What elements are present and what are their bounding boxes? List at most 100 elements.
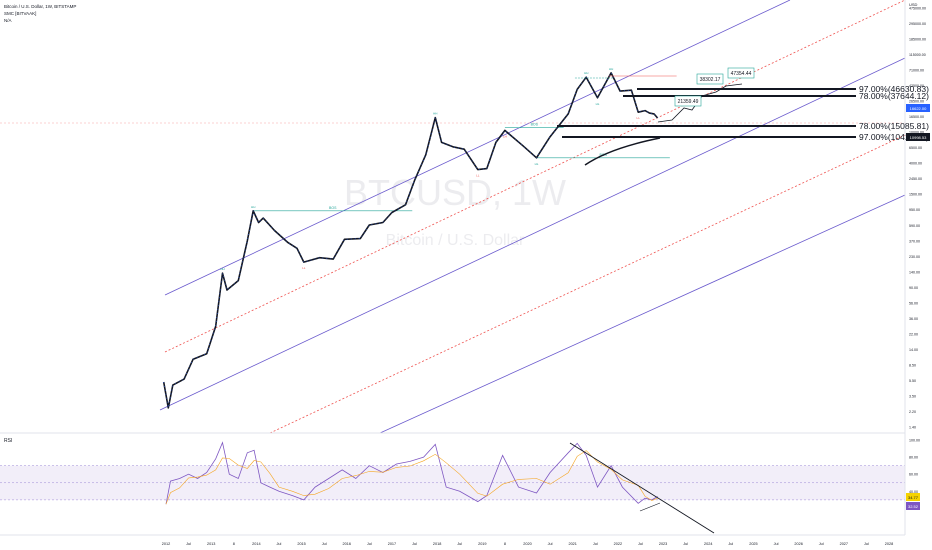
rsi-badge-label: 32.52 <box>908 504 919 509</box>
rsi-trendline <box>569 442 715 534</box>
price-axis-tick: 295000.00 <box>909 22 926 26</box>
price-axis-tick: 115000.00 <box>909 53 926 57</box>
time-axis-tick: 2018 <box>433 542 441 546</box>
indicator-label: SMC [BITVAAK] <box>4 11 37 16</box>
time-axis-tick: 2027 <box>840 542 848 546</box>
rsi-ma-series <box>165 450 658 505</box>
chart-title: Bitcoin / U.S. Dollar, 1W, BITSTAMP <box>4 4 77 9</box>
time-axis-tick: 8 <box>504 542 506 546</box>
fib-level-label: 78.00%(15085.81) <box>859 121 929 131</box>
price-axis-tick: 56.00 <box>909 301 918 305</box>
currency-label: USD <box>909 2 918 7</box>
rsi-panel[interactable] <box>0 441 905 534</box>
time-axis-tick: Jul <box>277 542 282 546</box>
price-axis-tick: 16500.00 <box>909 115 924 119</box>
price-badge-label: 16622.00 <box>910 106 927 111</box>
price-axis-tick: 590.00 <box>909 224 920 228</box>
price-target-box <box>674 95 702 107</box>
time-axis-tick: 2025 <box>749 542 757 546</box>
time-axis-tick: Jul <box>864 542 869 546</box>
price-axis-tick: 475000.00 <box>909 7 926 11</box>
watermark-name: Bitcoin / U.S. Dollar <box>386 232 525 249</box>
rsi-badge <box>906 502 920 510</box>
time-axis-tick: Jul <box>728 542 733 546</box>
structure-marker: LH <box>503 134 507 138</box>
time-axis-tick: 2019 <box>478 542 486 546</box>
time-axis-tick: 2016 <box>343 542 351 546</box>
price-target-box <box>696 73 724 85</box>
rsi-axis-tick: 80.00 <box>909 456 918 460</box>
time-axis-tick: Jul <box>186 542 191 546</box>
time-axis-tick: 2012 <box>162 542 170 546</box>
price-axis-tick: 22.00 <box>909 332 918 336</box>
channel-upper-mid <box>164 0 906 353</box>
price-axis-tick: 36.00 <box>909 317 918 321</box>
structure-marker: LL <box>476 174 480 178</box>
time-axis-tick: Jul <box>638 542 643 546</box>
price-axis-tick: 8.50 <box>909 363 916 367</box>
time-axis-tick: 2024 <box>704 542 712 546</box>
channel-lower <box>379 194 906 434</box>
bos-zone-label: BOS <box>329 206 337 210</box>
time-axis-tick: 2023 <box>659 542 667 546</box>
time-axis-tick: Jul <box>457 542 462 546</box>
time-axis-tick: 2020 <box>523 542 531 546</box>
price-axis-tick: 950.00 <box>909 208 920 212</box>
fib-level-label: 97.00%(10416.72) <box>859 132 929 142</box>
time-axis-tick: Jul <box>367 542 372 546</box>
price-axis-tick: 1500.00 <box>909 193 922 197</box>
structure-marker: HL <box>535 162 539 166</box>
rsi-axis-tick: 100.00 <box>909 439 920 443</box>
fib-level-label: 97.00%(46630.83) <box>859 84 929 94</box>
time-axis-tick: Jul <box>548 542 553 546</box>
structure-marker: HH <box>251 205 255 209</box>
time-axis-tick: 2015 <box>297 542 305 546</box>
price-target-box <box>727 67 755 79</box>
price-target-label: 47354.44 <box>731 71 752 77</box>
price-axis-tick: 140.00 <box>909 270 920 274</box>
time-axis-tick: Jul <box>819 542 824 546</box>
price-series-highlight <box>163 72 658 408</box>
time-axis-tick: 2021 <box>568 542 576 546</box>
price-axis-tick: 4000.00 <box>909 162 922 166</box>
time-axis-tick: 2014 <box>252 542 260 546</box>
time-axis-tick: Jul <box>412 542 417 546</box>
rsi-axis-tick: 60.00 <box>909 473 918 477</box>
time-axis-tick: Jul <box>683 542 688 546</box>
structure-marker: HL <box>596 102 600 106</box>
price-axis-tick: 6500.00 <box>909 146 922 150</box>
price-axis-tick: 185000.00 <box>909 38 926 42</box>
channel-upper <box>164 0 791 296</box>
time-axis-tick: Jul <box>593 542 598 546</box>
price-axis-tick: 42500.00 <box>909 84 924 88</box>
price-badge <box>906 104 930 112</box>
price-badge-label: 10998.53 <box>910 135 927 140</box>
time-axis-tick: 2013 <box>207 542 215 546</box>
price-axis-tick: 2.20 <box>909 410 916 414</box>
time-axis-tick: 8 <box>233 542 235 546</box>
rsi-badge <box>906 493 920 501</box>
indicator-value: N/A <box>4 18 12 23</box>
channel-lower-mid <box>269 134 906 434</box>
watermark-symbol: BTCUSD, 1W <box>344 172 566 213</box>
time-axis-tick: 2028 <box>885 542 893 546</box>
time-axis-tick: 2017 <box>388 542 396 546</box>
fib-level-label: 78.00%(37644.12) <box>859 91 929 101</box>
structure-marker: HH <box>584 71 588 75</box>
structure-marker: HH <box>433 112 437 116</box>
structure-marker: HH <box>220 267 224 271</box>
price-axis-tick: 71000.00 <box>909 69 924 73</box>
price-axis-tick: 5.50 <box>909 379 916 383</box>
price-badge <box>906 133 930 141</box>
moving-average-curve <box>584 137 661 166</box>
price-target-label: 21359.49 <box>678 99 699 105</box>
rsi-title: RSI <box>4 438 13 444</box>
price-target-label: 38302.17 <box>700 77 721 83</box>
structure-marker: LL <box>637 116 641 120</box>
price-axis-tick: 230.00 <box>909 255 920 259</box>
structure-marker: HH <box>609 67 613 71</box>
bos-zone-label: BOS <box>531 123 539 127</box>
price-axis-tick: 14.00 <box>909 348 918 352</box>
